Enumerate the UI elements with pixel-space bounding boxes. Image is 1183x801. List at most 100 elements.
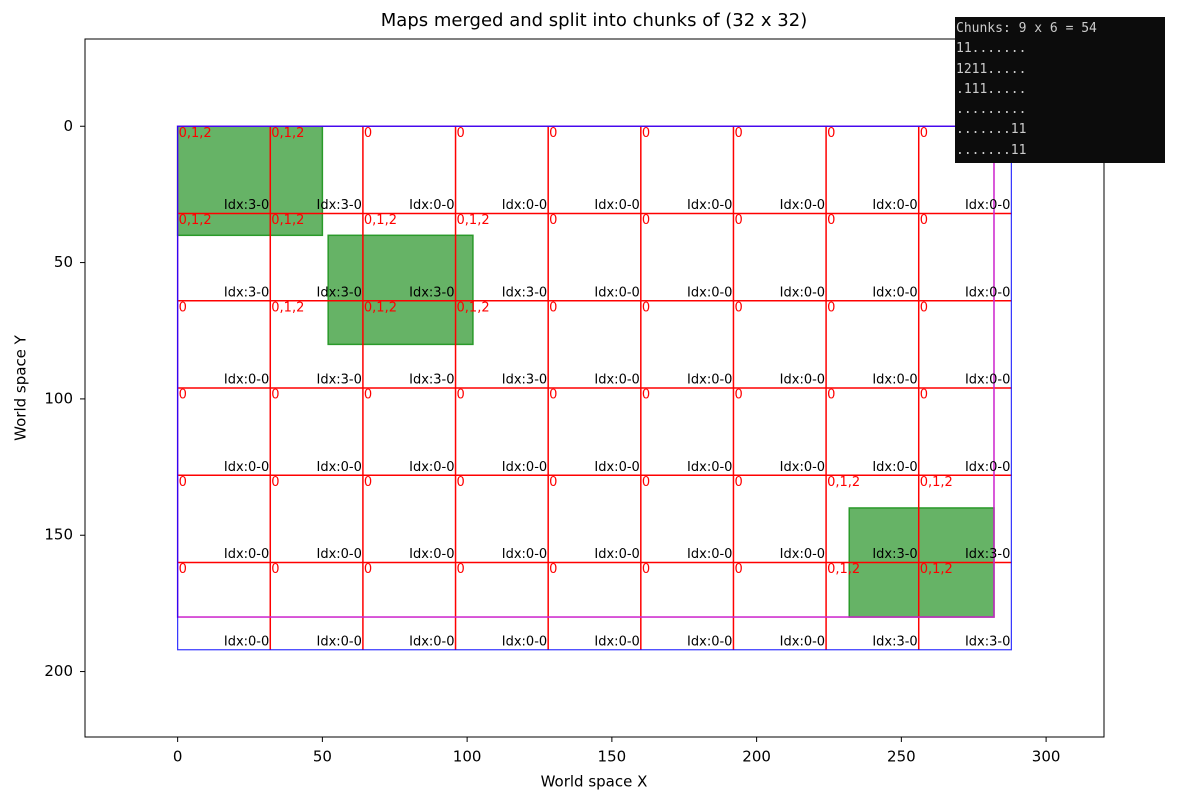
chunk-index-label: Idx:0-0 [687,460,732,475]
chunk-layer-label: 0 [920,213,928,228]
x-tick-label: 0 [173,748,183,766]
chunk-index-label: Idx:0-0 [594,634,639,649]
chunk-layer-label: 0 [920,300,928,315]
chunk-layer-label: 0 [642,126,650,141]
chunk-index-label: Idx:0-0 [502,460,547,475]
chunk-index-label: Idx:0-0 [409,634,454,649]
chunk-index-label: Idx:0-0 [872,373,917,388]
chunk-layer-label: 0 [642,388,650,403]
chunk-layer-label: 0 [642,475,650,490]
y-tick-label: 50 [54,253,73,271]
chunk-layer-label: 0 [920,126,928,141]
console-window: Chunks: 9 x 6 = 54 11....... 1211..... .111… [955,17,1165,163]
chunk-index-label: Idx:0-0 [780,198,825,213]
chunk-index-label: Idx:0-0 [687,634,732,649]
x-tick-label: 250 [887,748,916,766]
plot-frame [84,38,1105,738]
chunk-layer-label: 0,1,2 [179,126,212,141]
chunk-index-label: Idx:0-0 [780,285,825,300]
chunk-layer-label: 0 [549,300,557,315]
chunk-layer-label: 0 [271,562,279,577]
chunk-layer-label: 0,1,2 [920,475,953,490]
chunk-index-label: Idx:0-0 [224,373,269,388]
chunk-layer-label: 0 [549,213,557,228]
chunk-index-label: Idx:0-0 [409,547,454,562]
map-rect [327,234,474,346]
chunk-layer-label: 0 [457,126,465,141]
chunk-layer-label: 0,1,2 [271,213,304,228]
chunk-layer-label: 0,1,2 [920,562,953,577]
chunk-layer-label: 0 [827,300,835,315]
chunk-layer-label: 0,1,2 [457,300,490,315]
chunk-index-label: Idx:0-0 [965,460,1010,475]
chunk-index-label: Idx:0-0 [687,198,732,213]
chunk-layer-label: 0,1,2 [827,562,860,577]
chunk-index-label: Idx:0-0 [594,373,639,388]
chunk-index-label: Idx:0-0 [780,547,825,562]
chunk-layer-label: 0 [734,300,742,315]
console-line: .......11 [956,122,1027,138]
chunk-index-label: Idx:0-0 [594,460,639,475]
chunk-layer-label: 0 [642,213,650,228]
chunk-layer-label: 0 [271,475,279,490]
chunk-bounds [177,125,1012,651]
chunk-index-label: Idx:3-0 [317,285,362,300]
y-tick-label: 200 [44,662,73,680]
chunk-index-label: Idx:0-0 [409,460,454,475]
chunk-index-label: Idx:3-0 [224,285,269,300]
chunk-index-label: Idx:3-0 [409,373,454,388]
chunk-layer-label: 0,1,2 [271,300,304,315]
chunk-index-label: Idx:3-0 [872,634,917,649]
chunk-index-label: Idx:0-0 [872,198,917,213]
x-tick-label: 50 [313,748,332,766]
chunk-layer-label: 0 [827,213,835,228]
chunk-index-label: Idx:3-0 [965,547,1010,562]
chunk-index-label: Idx:0-0 [780,460,825,475]
chunk-index-label: Idx:0-0 [872,285,917,300]
chunk-index-label: Idx:0-0 [780,373,825,388]
x-tick-label: 300 [1032,748,1061,766]
chunk-index-label: Idx:0-0 [965,198,1010,213]
chunk-layer-label: 0,1,2 [364,300,397,315]
y-tick-label: 150 [44,526,73,544]
chunk-index-label: Idx:3-0 [317,373,362,388]
chunk-index-label: Idx:3-0 [502,373,547,388]
chunk-index-label: Idx:0-0 [317,460,362,475]
chunk-layer-label: 0 [827,126,835,141]
console-line: .111..... [956,81,1027,97]
chunk-index-label: Idx:0-0 [780,634,825,649]
x-tick-label: 100 [453,748,482,766]
chunk-layer-label: 0,1,2 [827,475,860,490]
chunk-index-label: Idx:0-0 [224,547,269,562]
chunk-layer-label: 0,1,2 [457,213,490,228]
chunk-layer-label: 0 [179,300,187,315]
chunk-index-label: Idx:0-0 [687,285,732,300]
chunk-index-label: Idx:0-0 [224,460,269,475]
y-tick-label: 0 [63,117,73,135]
console-line: Chunks: 9 x 6 = 54 [956,21,1097,36]
chunk-index-label: Idx:3-0 [224,198,269,213]
chunk-layer-label: 0 [364,475,372,490]
chunk-index-label: Idx:3-0 [872,547,917,562]
chunk-index-label: Idx:0-0 [965,285,1010,300]
chunk-layer-label: 0 [549,475,557,490]
chunk-layer-label: 0 [179,388,187,403]
chunk-index-label: Idx:0-0 [317,634,362,649]
chunk-layer-label: 0 [642,300,650,315]
chunk-layer-label: 0 [179,562,187,577]
x-tick-label: 200 [742,748,771,766]
chunk-index-label: Idx:0-0 [224,634,269,649]
chunk-layer-label: 0 [920,388,928,403]
console-line: .......11 [956,142,1027,158]
chunk-layer-label: 0 [364,388,372,403]
chunk-layer-label: 0 [734,475,742,490]
chunk-index-label: Idx:0-0 [594,285,639,300]
y-axis-label: World space Y [12,334,30,441]
chunk-index-label: Idx:0-0 [502,198,547,213]
chunk-index-label: Idx:3-0 [409,285,454,300]
map-rect [176,125,324,237]
console-line: 11....... [956,41,1027,57]
chunk-layer-label: 0 [549,388,557,403]
